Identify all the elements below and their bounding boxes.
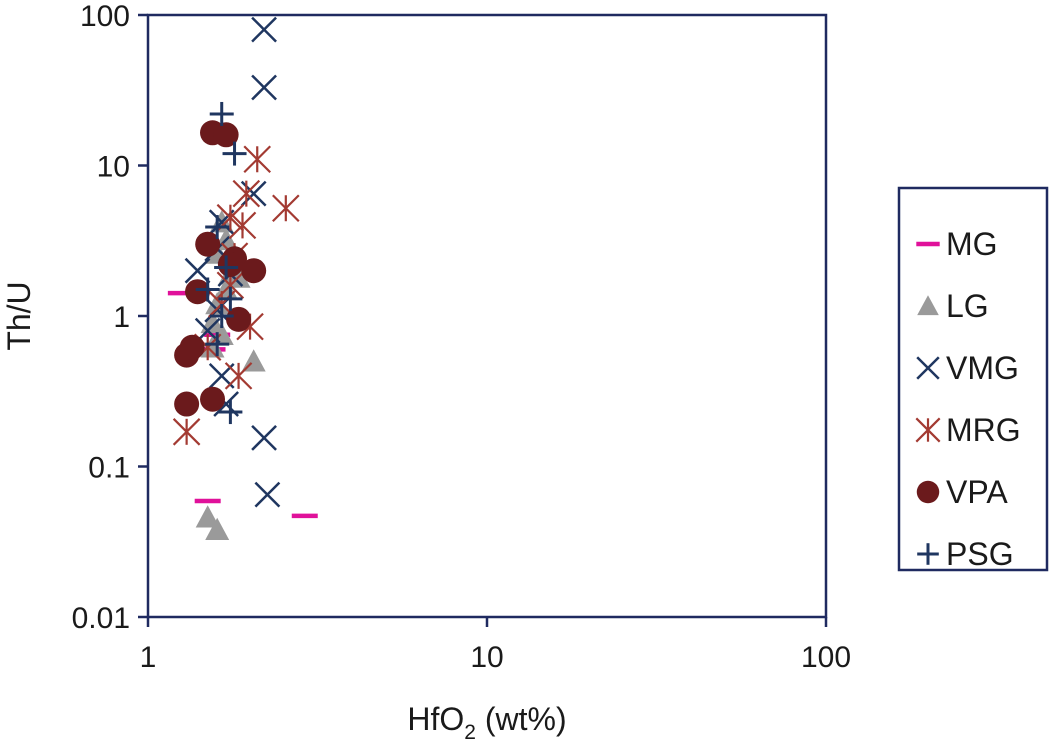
x-tick-label: 100 [801,641,851,674]
data-point-vpa [241,258,267,284]
data-point-psg [209,304,234,328]
data-point-psg [218,400,243,425]
data-point-lg [205,517,230,540]
data-point-vmg [254,481,281,508]
x-axis: 1 10 100 [140,617,851,674]
y-tick-label: 0.1 [88,452,130,485]
data-point-vmg [184,257,211,284]
x-axis-title: HfO2 (wt%) [407,701,566,744]
data-point-mrg [224,362,253,390]
legend-label: MG [946,226,998,262]
data-point-vpa [213,122,239,148]
legend-label: LG [946,288,989,324]
data-point-mrg [228,211,257,240]
data-point-psg [195,277,220,302]
data-point-vpa [179,334,205,360]
data-point-mrg [272,194,300,223]
legend-frame [897,186,1049,572]
legend-label: MRG [946,412,1021,448]
data-point-vpa [185,279,211,305]
data-point-psg [222,141,247,166]
data-point-mrg [243,145,272,174]
data-point-lg [200,310,225,334]
legend-label: VMG [946,350,1019,386]
data-point-psg [214,255,239,280]
legend-item-vmg: VMG [916,350,1019,386]
legend-label: PSG [946,536,1014,572]
y-axis-title: Th/U [1,281,37,350]
data-point-vpa [226,306,252,332]
data-point-lg [195,505,220,528]
data-point-vmg [251,74,277,101]
legend-item-mg: MG [916,226,998,262]
data-point-vpa [217,251,243,277]
x-axis-title-unit: (wt%) [476,701,567,737]
legend-marker-mrg [915,417,941,443]
data-point-mrg [172,418,201,446]
legend-item-lg: LG [917,288,989,324]
legend-label: VPA [946,474,1008,510]
data-point-mrg [232,179,261,208]
legend-item-vpa: VPA [916,474,1008,510]
y-axis: 0.01 0.1 1 10 100 [72,0,148,635]
data-point-psg [209,101,234,126]
y-tick-label: 1 [113,301,130,334]
series-psg [195,101,247,425]
legend-item-psg: PSG [917,536,1014,572]
x-axis-title-main: HfO [407,701,464,737]
data-series [167,16,318,540]
x-axis-title-subscript: 2 [464,721,476,744]
y-tick-label: 100 [80,0,130,33]
x-tick-label: 1 [140,641,157,674]
data-point-psg [205,332,230,357]
legend: MG LG VMG MRG VPA PSG [897,186,1049,572]
legend-item-mrg: MRG [915,412,1021,448]
y-tick-label: 10 [97,151,130,184]
data-point-vpa [174,391,200,417]
legend-marker-vpa [916,480,940,504]
data-point-vpa [195,231,221,257]
data-point-vmg [251,424,277,451]
data-point-psg [205,215,230,240]
legend-marker-vmg [916,356,940,380]
series-vpa [174,120,267,417]
x-tick-label: 10 [470,641,503,674]
y-tick-label: 0.01 [72,602,130,635]
data-point-vmg [251,16,277,43]
legend-marker-psg [917,543,939,565]
legend-marker-lg [917,295,939,316]
data-point-vpa [200,386,226,412]
data-point-psg [218,286,243,311]
